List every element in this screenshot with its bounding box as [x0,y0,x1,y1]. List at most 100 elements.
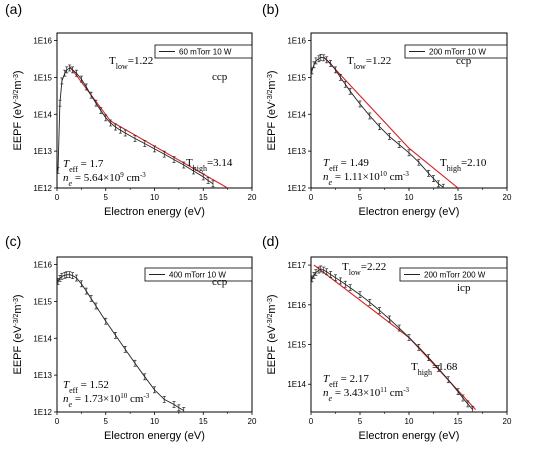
n-symbol: n [323,171,329,183]
density-unit-exponent: -3 [403,386,409,394]
t-symbol: T [323,373,330,385]
x-tick-label: 5 [104,417,109,426]
data-point [143,373,147,381]
series-line [57,274,185,411]
data-point [65,271,69,279]
data-point [109,119,113,127]
y-axis-title-main: EEPF (eV [12,101,24,151]
y-tick-label: 1E14 [287,380,306,389]
data-point [348,87,352,95]
t-subscript: eff [69,165,78,174]
data-point [123,129,127,137]
y-axis-title-sup: -3 [13,74,20,80]
data-point [162,150,166,158]
x-tick-label: 10 [150,417,159,426]
data-point [94,302,98,310]
t-subscript: high [193,164,207,173]
density-unit: cm [124,172,141,184]
x-tick-label: 5 [358,193,363,202]
x-tick-label: 0 [309,417,314,426]
y-tick-label: 1E17 [287,261,306,270]
y-tick-label: 1E15 [287,73,306,82]
legend: 200 mTorr 200 W [399,267,508,282]
data-point [348,284,352,292]
density-unit: cm [387,387,404,399]
data-point [461,394,465,402]
data-point [182,407,186,412]
t-low-value: =1.22 [128,55,153,67]
y-axis-title-mid: m [266,304,278,313]
density-mantissa: = 1.73×10 [72,393,121,405]
legend-box [404,44,508,59]
density-annotation: ne = 5.64×109 cm-3 [63,171,146,188]
x-tick-label: 20 [248,417,257,426]
x-tick-label: 0 [55,417,60,426]
t-subscript: eff [329,380,338,389]
x-tick-label: 10 [150,193,159,202]
t-low-annotation: Tlow=1.22 [347,55,391,71]
x-tick-label: 20 [503,193,512,202]
data-point [322,266,326,274]
data-point [325,268,329,276]
x-axis-title: Electron energy (eV) [104,430,205,442]
x-tick-label: 10 [405,417,414,426]
y-axis-title-mid: m [12,304,24,313]
data-point [368,112,372,120]
data-point [387,315,391,323]
data-point [417,343,421,351]
y-tick-label: 1E12 [33,408,52,417]
y-axis-title-sup: -3 [267,74,274,80]
data-point [334,274,337,282]
data-point [358,100,362,108]
y-tick-label: 1E16 [287,37,306,46]
y-axis-title: EEPF (eV-3/2m-3) [266,70,278,150]
density-annotation: ne = 1.73×1010 cm-3 [63,392,150,409]
legend-box [399,267,508,282]
n-subscript: e [69,400,73,409]
data-point [182,161,186,169]
fit-line [323,56,410,149]
y-tick-label: 1E16 [33,37,52,46]
data-point [312,272,316,279]
data-point [99,107,103,115]
t-low-value: =1.22 [366,55,391,67]
x-tick-label: 5 [104,193,109,202]
y-axis-title-sup: -3 [13,298,20,304]
panel-label: (d) [262,233,279,249]
fit-line [408,147,459,188]
t-symbol: T [186,157,193,169]
data-point [466,400,470,408]
t-subscript: eff [329,164,338,173]
data-point [378,123,382,131]
x-axis-title: Electron energy (eV) [104,206,205,218]
data-point [65,66,69,74]
chart-panel: (a) 0 5 10 15 20 1E12 1E13 1E14 1E15 1E16 Electron … [5,1,257,218]
x-tick-label: 0 [55,193,60,202]
data-point [407,149,411,157]
t-eff-annotation: Teff = 1.49 [323,157,369,173]
density-mantissa: = 3.43×10 [332,387,381,399]
y-tick-label: 1E12 [287,184,306,193]
data-point [58,275,62,282]
data-point [133,359,137,367]
y-axis-title-main: EEPF (eV [12,325,24,375]
t-eff-value: = 1.49 [338,157,369,169]
density-unit-exponent: -3 [403,170,409,178]
legend: 60 mTorr 10 W [154,44,253,59]
data-point [123,346,127,353]
t-symbol: T [342,261,349,273]
x-tick-label: 5 [358,417,363,426]
legend: 400 mTorr 10 W [144,267,253,282]
data-point [84,287,88,295]
n-symbol: n [63,172,69,184]
t-subscript: low [116,62,128,71]
x-tick-label: 15 [454,193,463,202]
x-tick-label: 10 [405,193,414,202]
y-axis-title-end: ) [266,70,278,74]
panel-label: (c) [5,233,21,249]
t-low-annotation: Tlow=2.22 [342,261,386,277]
density-unit-exponent: -3 [140,171,146,179]
data-point [104,114,108,122]
data-point [84,83,88,91]
y-axis-title-mid: m [12,80,24,89]
